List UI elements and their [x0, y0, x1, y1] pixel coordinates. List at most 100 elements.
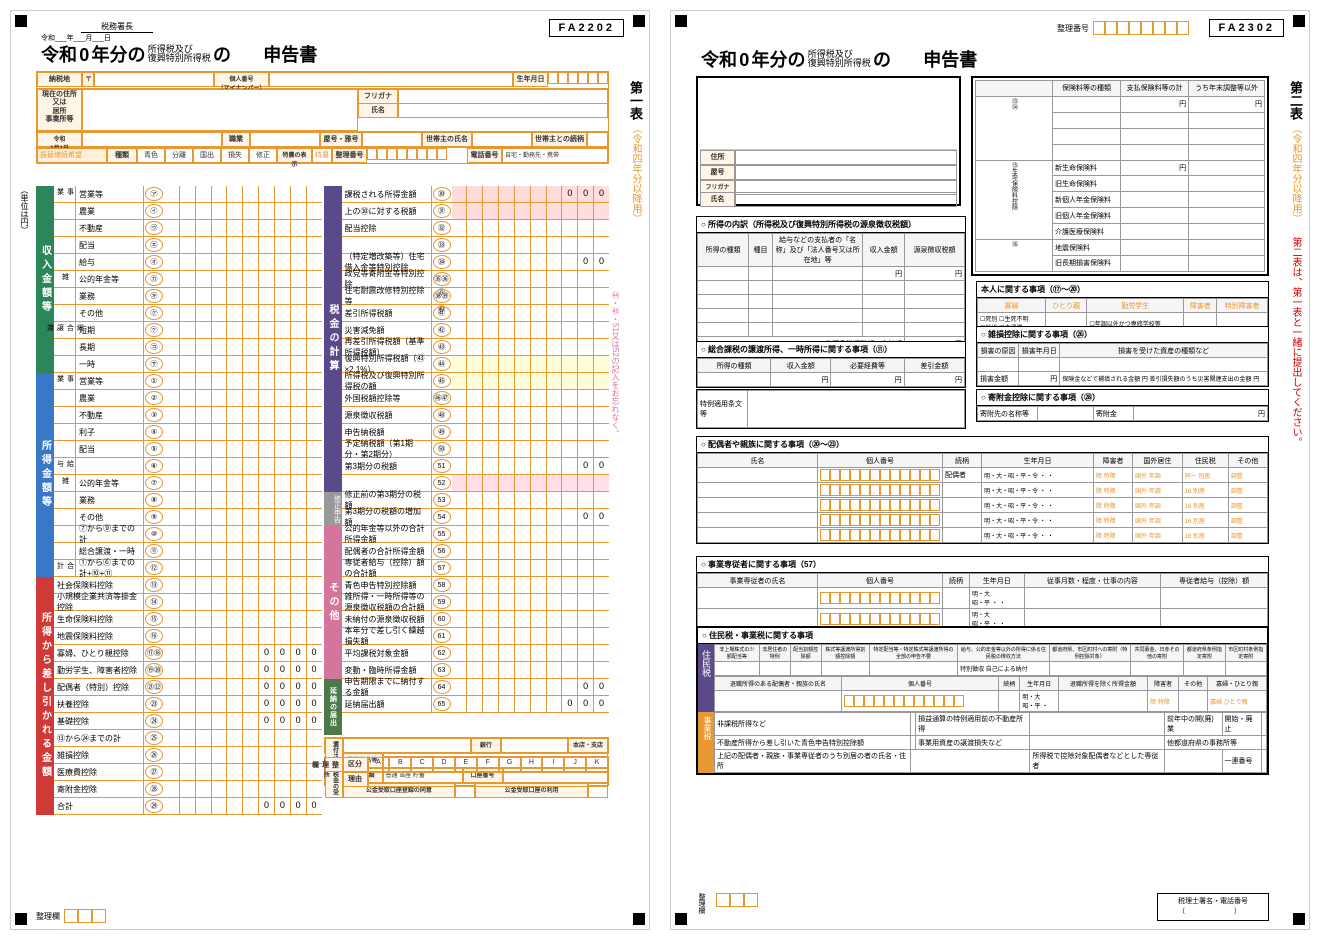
form-row: 給与㋔ — [54, 254, 322, 271]
side-sub: （令和四年分以降用） — [630, 124, 641, 224]
crop-mark-tr — [633, 15, 645, 27]
identity-panel-2: 住所 屋号 フリガナ 氏名 — [696, 76, 961, 206]
form-row: 専従者給与（控除）額の合計額57 — [342, 560, 610, 577]
form-row: 公的年金等以外の合計所得金額55 — [342, 526, 610, 543]
form-row: 雑所得・一時所得等の源泉徴収税額の合計額59 — [342, 594, 610, 611]
form-row: 利子④ — [54, 424, 322, 441]
address-label: 現在の住所又は居所事業所等 — [37, 89, 82, 131]
birth-label: 生年月日 — [513, 72, 548, 87]
crop-mark-br — [633, 913, 645, 925]
form-code-2: FA2302 — [1209, 19, 1284, 37]
crop-mark-tl2 — [675, 15, 687, 27]
deferral-section: 延納の届出 申告期限までに納付する金額6400延納届出額65000 — [324, 679, 610, 735]
form-row: 合計㉙0000 — [54, 798, 322, 815]
residence-tax-section: ○ 住民税・事業税に関する事項 住民税 非上場株式の少額配当等非居住者の特例配当… — [696, 626, 1269, 775]
form-row: 合計①から⑥までの計+⑩+⑪⑫ — [54, 560, 322, 577]
tax-header: 税金の計算 — [324, 186, 342, 492]
form-row: 課税される所得金額㉚000 — [342, 186, 610, 203]
form-row: 寡婦、ひとり親控除⑰⑱0000 — [54, 645, 322, 662]
refund-block: 還付される税金の受取場所 銀行本店・支店 郵便局名等 預金種類普通 当座 貯蓄口… — [324, 737, 610, 754]
name-label: 氏名 — [358, 103, 398, 118]
form-row: 申告期限までに納付する金額6400 — [342, 679, 610, 696]
title-era: 令和 — [41, 45, 77, 65]
tax-office-label: 税務署長 — [81, 21, 153, 33]
form-row: 扶養控除㉓0000 — [54, 696, 322, 713]
form-row: 基礎控除㉔0000 — [54, 713, 322, 730]
title-row-2: 令和 0 年分の 所得税及び復興特別所得税 の 申告書 — [701, 46, 1279, 72]
form-row: 配当控除㉜ — [342, 220, 610, 237]
page-2: FA2302 整理番号 令和 0 年分の 所得税及び復興特別所得税 の 申告書 … — [670, 10, 1310, 930]
title-row: 令和 0 年分の 所得税及び復興特別所得税 の 申告書 — [41, 41, 619, 67]
form-row: 業務㋖ — [54, 288, 322, 305]
title-tax2: 復興特別所得税 — [148, 53, 211, 63]
title-of: の — [213, 45, 231, 65]
form-row: 延納届出額65000 — [342, 696, 610, 713]
form-row: 配当⑤ — [54, 441, 322, 458]
special-section: 特例適用条文等 — [696, 389, 966, 429]
form-row: 総合譲渡短期㋘ — [54, 322, 322, 339]
side-main: 第一表 — [628, 81, 643, 120]
form-row: 上の㉚に対する税額㉛ — [342, 203, 610, 220]
income-header: 収入金額等 — [36, 186, 54, 373]
crop-mark-bl2 — [675, 913, 687, 925]
unit-label: （単位は円） — [19, 186, 30, 234]
furigana-label: フリガナ — [358, 89, 398, 104]
transfer-section: ○ 総合課税の譲渡所得、一時所得に関する事項（⑪） 所得の種類収入金額必要経費等… — [696, 341, 966, 388]
form-row: 住宅耐震改修特別控除等㊳㊴㊵ — [342, 288, 610, 305]
seiri-top-2: 整理番号 — [1057, 21, 1189, 35]
income-section: 収入金額等 事業営業等㋐農業㋑不動産㋒配当㋓給与㋔雑公的年金等㋕業務㋖その他㋗総… — [36, 186, 322, 373]
signature-box[interactable]: 税理士署名・電話番号 （ ） — [1157, 893, 1269, 921]
misc-loss-section: ○ 雑損控除に関する事項（㉖） 損害の原因損害年月日損害を受けた資産の種類など … — [976, 326, 1269, 387]
deduction-section: 所得から差し引かれる金額 社会保険料控除⑬小規模企業共済等掛金控除⑭生命保険料控… — [36, 577, 322, 815]
page-1: FA2202 税務署長 令和___年___月___日 令和 0 年分の 所得税及… — [10, 10, 650, 930]
breakdown-section: ○ 所得の内訳（所得税及び復興特別所得税の源泉徴収税額） 所得の種類種目給与など… — [696, 216, 966, 352]
tax-section: 税金の計算 課税される所得金額㉚000上の㉚に対する税額㉛配当控除㉜㉝（特定増改… — [324, 186, 610, 492]
donation-section: ○ 寄附金控除に関する事項（㉘） 寄附先の名称等寄附金円 — [976, 389, 1269, 422]
crop-mark-tr2 — [1293, 15, 1305, 27]
form-row: 予定納税額（第1期分・第2期分）㊿ — [342, 441, 610, 458]
form-row: 差引所得税額㊶ — [342, 305, 610, 322]
form-row: 所得税及び復興特別所得税の額㊺ — [342, 373, 610, 390]
form-row: ⑦から⑨までの計⑩ — [54, 526, 322, 543]
distinction-block: 整理欄 区分 ABCDEFGHIJK 理由 — [324, 756, 610, 786]
main-grid: 収入金額等 事業営業等㋐農業㋑不動産㋒配当㋓給与㋔雑公的年金等㋕業務㋖その他㋗総… — [36, 186, 609, 909]
form-row: 長期㋙ — [54, 339, 322, 356]
identity-section: 納税地 〒 個人番号（マイナンバー） 生年月日 現在の住所又は居所事業所等 フリ… — [36, 71, 609, 181]
taxplace-label: 納税地 — [37, 72, 82, 87]
seiri-bottom: 整理欄 — [36, 909, 106, 923]
form-row: 雑公的年金等㋕ — [54, 271, 322, 288]
form-row: 不動産③ — [54, 407, 322, 424]
form-row: その他㋗ — [54, 305, 322, 322]
form-row: 平均課税対象金額62 — [342, 645, 610, 662]
form-row: 雑公的年金等⑦ — [54, 475, 322, 492]
form-row: 本年分で差し引く繰越損失額61 — [342, 628, 610, 645]
shotoku-header: 所得金額等 — [36, 373, 54, 577]
form-row: 生命保険料控除⑮ — [54, 611, 322, 628]
form-row: 農業㋑ — [54, 203, 322, 220]
form-row: 第3期分の税額5100 — [342, 458, 610, 475]
form-row: 勤労学生、障害者控除⑲⑳0000 — [54, 662, 322, 679]
form-row: 雑損控除㉖ — [54, 747, 322, 764]
form-row: 源泉徴収税額㊽ — [342, 407, 610, 424]
spouse-section: ○ 配偶者や親族に関する事項（⑳～㉓） 氏名個人番号続柄生年月日障害者国外居住住… — [696, 436, 1269, 544]
form-row: 事業営業等① — [54, 373, 322, 390]
form-row: 外国税額控除等㊻㊼ — [342, 390, 610, 407]
transfer-label: 振替継続希望 — [37, 148, 107, 163]
bottom-row-2: 整理欄 税理士署名・電話番号 （ ） — [696, 893, 1269, 921]
form-row: 配偶者（特別）控除㉑㉒0000 — [54, 679, 322, 696]
other-section: その他 公的年金等以外の合計所得金額55配偶者の合計所得金額56専従者給与（控除… — [324, 526, 610, 679]
form-row: 医療費控除㉗ — [54, 764, 322, 781]
form-row: 一時㋚ — [54, 356, 322, 373]
form-row: 農業② — [54, 390, 322, 407]
form-row: 不動産㋒ — [54, 220, 322, 237]
form-row: 業務⑧ — [54, 492, 322, 509]
form-row: 地震保険料控除⑯ — [54, 628, 322, 645]
year-box[interactable]: 0 — [79, 45, 89, 65]
title-year-suffix: 年分の — [91, 45, 145, 65]
business-family-section: ○ 事業専従者に関する事項（57） 事業専従者の氏名個人番号続柄生年月日従事月数… — [696, 556, 1269, 631]
side-label-2: 第二表 （令和四年分以降用） 第二表は、第一表と一緒に提出してください。 — [1286, 81, 1305, 447]
form-row: 配当㋓ — [54, 237, 322, 254]
other-header: その他 — [324, 526, 342, 679]
form-row: 事業営業等㋐ — [54, 186, 322, 203]
form-row: 寄附金控除㉘ — [54, 781, 322, 798]
